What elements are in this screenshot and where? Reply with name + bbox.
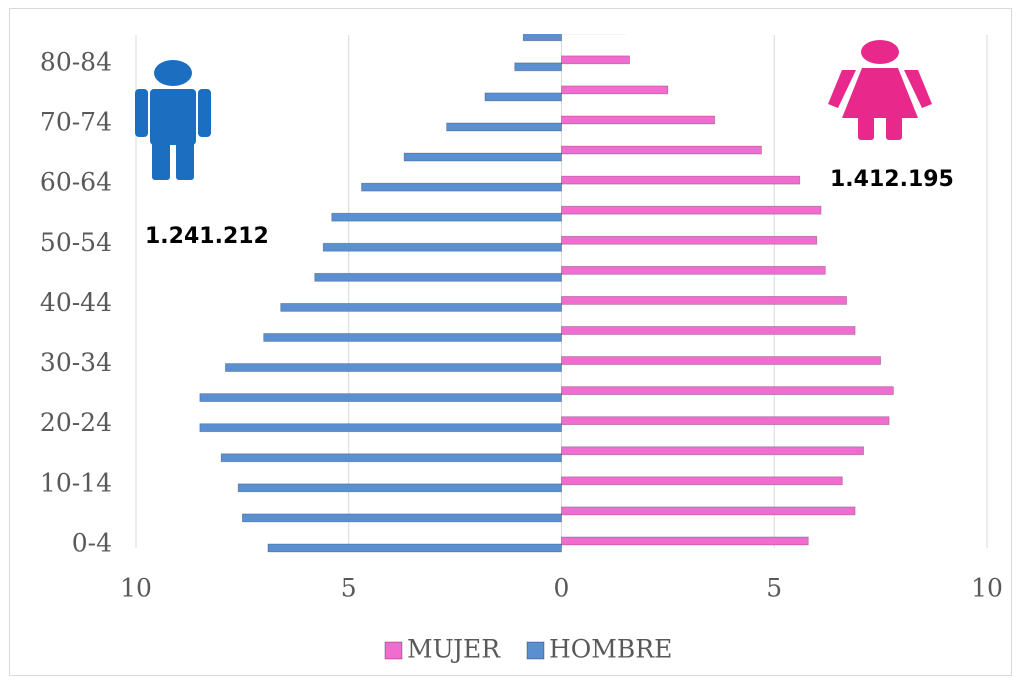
bar	[361, 182, 562, 192]
bar	[561, 386, 894, 396]
y-tick-label: 70-74	[40, 107, 112, 136]
bar	[224, 363, 562, 372]
male-icon	[135, 60, 211, 180]
bar	[314, 272, 562, 282]
bar	[561, 416, 890, 426]
bar	[561, 235, 818, 245]
x-tick-label: 5	[341, 574, 357, 603]
bar	[522, 34, 562, 42]
y-tick-label: 0-4	[72, 528, 112, 557]
bar	[220, 453, 562, 463]
bar	[199, 393, 562, 403]
bar	[267, 543, 562, 553]
bar	[561, 476, 843, 486]
bar	[237, 483, 562, 493]
bar	[241, 513, 562, 523]
x-tick-label: 10	[120, 574, 152, 603]
bar	[561, 356, 882, 365]
bar	[561, 296, 847, 305]
legend-swatch	[384, 641, 403, 660]
annotation: 1.412.195	[830, 167, 954, 192]
bar	[561, 145, 762, 155]
bar	[561, 446, 865, 456]
bar	[322, 242, 562, 252]
bar	[484, 92, 562, 102]
x-tick-label: 10	[971, 574, 1003, 603]
bars	[199, 34, 894, 553]
legend-label: HOMBRE	[549, 635, 672, 664]
x-tick-label: 5	[766, 574, 782, 603]
annotation: 1.241.212	[145, 224, 269, 249]
y-tick-label: 40-44	[40, 288, 112, 317]
bar	[561, 85, 669, 95]
bar	[403, 152, 562, 162]
legend-label: MUJER	[407, 635, 501, 664]
female-icon	[828, 40, 932, 140]
y-tick-label: 10-14	[40, 468, 112, 497]
y-tick-label: 60-64	[40, 168, 112, 197]
bar	[561, 326, 856, 335]
bar	[561, 265, 826, 275]
bar	[263, 333, 562, 342]
bar	[561, 536, 809, 546]
bar	[561, 115, 716, 125]
legend-swatch	[526, 641, 545, 660]
y-tick-label: 50-54	[40, 228, 112, 257]
bar	[561, 506, 856, 516]
bar	[514, 62, 562, 72]
y-tick-label: 80-84	[40, 47, 112, 76]
labels: 10 5 0 5 10 0-4 10-14 20-24 30-34 40-44 50-54 60-64…	[40, 47, 1003, 663]
bar	[561, 175, 801, 185]
bar	[561, 55, 630, 65]
bar	[280, 303, 562, 312]
y-tick-label: 30-34	[40, 348, 112, 377]
y-tick-label: 20-24	[40, 408, 112, 437]
bar	[199, 423, 562, 433]
bar	[561, 205, 822, 215]
bar	[446, 122, 562, 132]
bar	[331, 212, 562, 222]
x-tick-label: 0	[554, 574, 570, 603]
